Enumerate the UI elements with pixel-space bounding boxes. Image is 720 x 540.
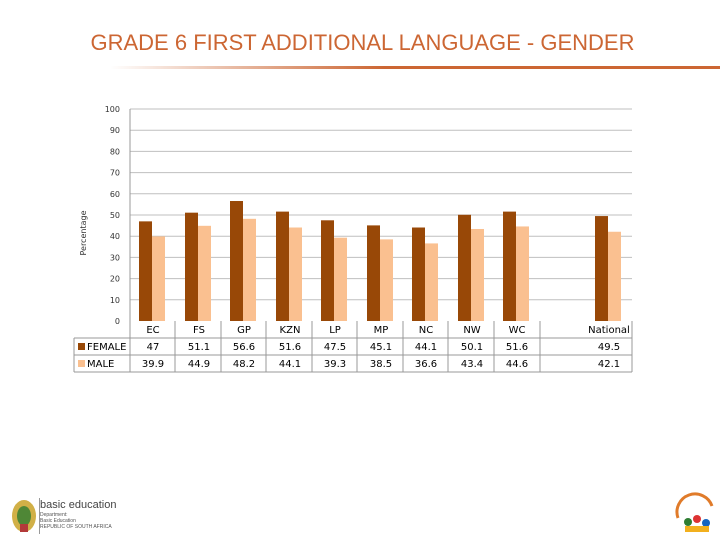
data-label: 42.1 — [598, 359, 620, 370]
bar-female — [185, 212, 198, 321]
bar-female — [230, 201, 243, 321]
data-label: 47 — [147, 342, 160, 353]
bar-male — [380, 239, 393, 321]
bar-male — [243, 218, 256, 321]
category-label: NC — [419, 325, 433, 336]
bar-male — [334, 237, 347, 321]
data-label: 36.6 — [415, 359, 437, 370]
y-axis-label: Percentage — [79, 210, 88, 255]
logo-sub-line: REPUBLIC OF SOUTH AFRICA — [40, 524, 112, 530]
legend-swatch-female — [78, 343, 85, 350]
legend-swatch-male — [78, 360, 85, 367]
bar-male — [471, 228, 484, 321]
bar-female — [503, 211, 516, 321]
data-label: 51.1 — [188, 342, 210, 353]
y-tick-label: 80 — [110, 147, 120, 156]
y-tick-label: 40 — [110, 232, 120, 241]
bar-female — [276, 211, 289, 321]
coat-of-arms-icon — [12, 498, 40, 534]
y-tick-label: 50 — [110, 211, 120, 220]
legend-label-female: FEMALE — [87, 342, 126, 353]
twenty-years-freedom-logo-icon — [675, 492, 714, 532]
bar-female — [412, 227, 425, 321]
bar-female — [595, 216, 608, 321]
data-label: 44.9 — [188, 359, 210, 370]
bar-female — [458, 214, 471, 321]
logo-text: basic education Department: Basic Educat… — [40, 499, 116, 530]
data-label: 51.6 — [506, 342, 528, 353]
category-label: National — [588, 325, 630, 336]
data-label: 39.9 — [142, 359, 164, 370]
logo-sub-line: Department: — [40, 512, 68, 518]
data-label: 45.1 — [370, 342, 392, 353]
data-label: 38.5 — [370, 359, 392, 370]
category-label: FS — [193, 325, 205, 336]
data-label: 44.1 — [415, 342, 437, 353]
y-tick-label: 30 — [110, 253, 120, 262]
category-label: NW — [463, 325, 480, 336]
data-label: 44.6 — [506, 359, 528, 370]
category-label: EC — [146, 325, 159, 336]
data-label: 50.1 — [461, 342, 483, 353]
category-label: GP — [237, 325, 251, 336]
data-label: 47.5 — [324, 342, 346, 353]
y-tick-label: 70 — [110, 169, 120, 178]
bar-male — [152, 236, 165, 321]
category-label: MP — [374, 325, 389, 336]
bar-female — [139, 221, 152, 321]
category-label: WC — [509, 325, 526, 336]
data-label: 43.4 — [461, 359, 483, 370]
category-label: KZN — [280, 325, 301, 336]
y-tick-label: 20 — [110, 275, 120, 284]
y-tick-label: 0 — [115, 317, 120, 326]
data-label: 48.2 — [233, 359, 255, 370]
category-label: LP — [329, 325, 341, 336]
bar-male — [425, 243, 438, 321]
bar-male — [289, 227, 302, 321]
chart-title: GRADE 6 FIRST ADDITIONAL LANGUAGE - GEND… — [90, 30, 635, 55]
data-label: 51.6 — [279, 342, 301, 353]
y-tick-label: 90 — [110, 126, 120, 135]
title-divider — [110, 66, 720, 69]
data-label: 44.1 — [279, 359, 301, 370]
bar-female — [367, 225, 380, 321]
bar-female — [321, 220, 334, 321]
legend-label-male: MALE — [87, 359, 114, 370]
bar-male — [608, 231, 621, 321]
y-tick-label: 60 — [110, 190, 120, 199]
logo-main-text: basic education — [40, 499, 117, 511]
y-tick-label: 10 — [110, 296, 120, 305]
y-tick-label: 100 — [105, 105, 120, 114]
data-label: 56.6 — [233, 342, 255, 353]
bar-male — [516, 226, 529, 321]
data-label: 49.5 — [598, 342, 620, 353]
data-label: 39.3 — [324, 359, 346, 370]
logo-sub-line: Basic Education — [40, 518, 76, 524]
bar-male — [198, 225, 211, 321]
